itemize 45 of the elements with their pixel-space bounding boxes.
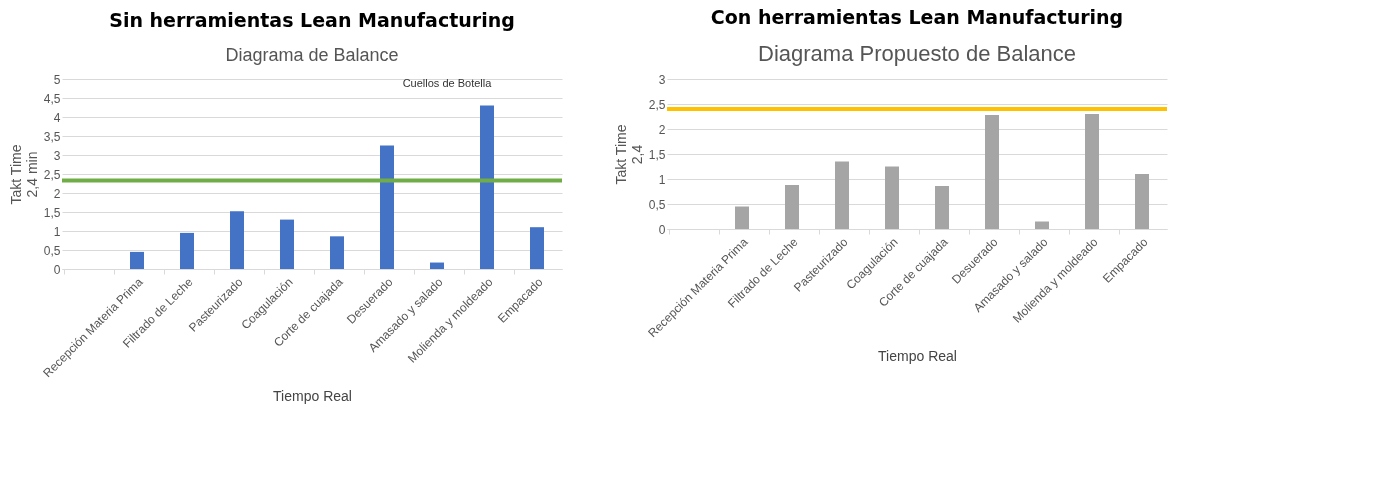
bar <box>935 186 949 229</box>
y-axis-title: Takt Time 2,4 <box>612 124 645 185</box>
bar <box>530 227 544 269</box>
y-tick-label: 4 <box>53 110 61 125</box>
chart-subtitle: Diagrama Propuesto de Balance <box>758 41 1076 66</box>
chart-title: Con herramientas Lean Manufacturing <box>710 6 1124 28</box>
y-tick-label: 4,5 <box>43 91 61 106</box>
y-tick-label: 1 <box>53 224 61 239</box>
chart-title: Sin herramientas Lean Manufacturing <box>109 9 515 31</box>
y-axis-title: Takt Time 2,4 min <box>7 144 40 205</box>
bar <box>230 211 244 269</box>
x-axis-title: Tiempo Real <box>273 387 352 404</box>
bar <box>330 236 344 269</box>
y-tick-label: 2 <box>53 186 61 201</box>
bar <box>835 161 849 229</box>
y-tick-label: 0 <box>53 262 61 277</box>
bar <box>1085 114 1099 229</box>
y-tick-label: 0,5 <box>648 197 666 212</box>
y-tick-label: 3 <box>53 148 61 163</box>
chart-subtitle: Diagrama de Balance <box>225 45 399 65</box>
bar <box>430 262 444 269</box>
bar <box>985 115 999 229</box>
annotation: Cuellos de Botella <box>402 76 493 89</box>
y-tick-label: 1 <box>658 172 666 187</box>
y-tick-label: 3 <box>658 72 666 87</box>
x-axis-title: Tiempo Real <box>878 347 957 364</box>
y-tick-label: 5 <box>53 72 61 87</box>
bar <box>1035 221 1049 229</box>
y-tick-label: 2 <box>658 122 666 137</box>
bar <box>735 206 749 229</box>
bar <box>280 219 294 269</box>
y-tick-label: 0,5 <box>43 243 61 258</box>
y-tick-label: 2,5 <box>43 167 61 182</box>
bar <box>480 105 494 269</box>
bar <box>1135 174 1149 229</box>
bar <box>380 145 394 269</box>
y-tick-label: 3,5 <box>43 129 61 144</box>
bar <box>180 232 194 269</box>
bar <box>885 166 899 229</box>
bar <box>130 251 144 269</box>
y-tick-label: 0 <box>658 222 666 237</box>
y-tick-label: 1,5 <box>43 205 61 220</box>
y-tick-label: 1,5 <box>648 147 666 162</box>
y-tick-label: 2,5 <box>648 97 666 112</box>
bar <box>785 185 799 229</box>
